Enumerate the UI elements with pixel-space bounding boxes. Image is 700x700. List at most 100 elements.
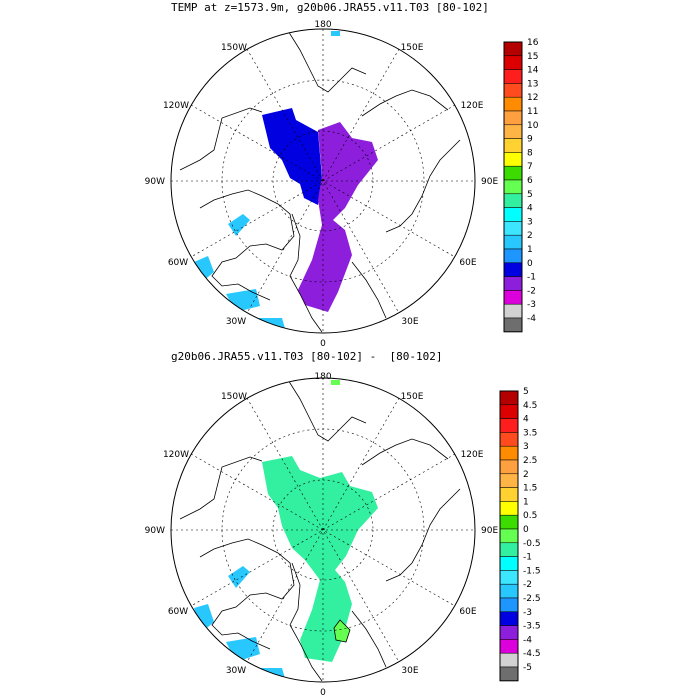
colorbar-label: 9 bbox=[527, 135, 533, 145]
colorbar-swatch bbox=[499, 583, 519, 599]
colorbar-swatch bbox=[503, 152, 523, 167]
panel2-region-central bbox=[262, 456, 378, 662]
colorbar-label: 1 bbox=[523, 497, 529, 507]
colorbar-label: 10 bbox=[527, 121, 539, 131]
panel2-lon-90e: 90E bbox=[481, 526, 498, 536]
colorbar-label: -2.5 bbox=[523, 594, 541, 604]
colorbar-label: 8 bbox=[527, 148, 533, 158]
panel1-region-pacific bbox=[331, 31, 340, 36]
colorbar-label: 3 bbox=[523, 442, 529, 452]
panel2-coastlines bbox=[179, 378, 461, 682]
colorbar-label: 1.5 bbox=[523, 484, 537, 494]
panel1-region-labrador bbox=[194, 256, 214, 282]
colorbar-label: 11 bbox=[527, 107, 538, 117]
panel1-lon-60w: 60W bbox=[168, 258, 188, 268]
colorbar-swatch bbox=[503, 179, 523, 195]
colorbar-label: -1.5 bbox=[523, 566, 541, 576]
colorbar-swatch bbox=[499, 625, 519, 640]
colorbar-label: 5 bbox=[527, 190, 533, 200]
panel1-lon-90e: 90E bbox=[481, 177, 498, 187]
colorbar-label: 0 bbox=[527, 259, 533, 269]
colorbar-swatch bbox=[499, 666, 519, 682]
colorbar-label: -1 bbox=[527, 273, 536, 283]
colorbar-swatch bbox=[499, 418, 519, 433]
panel1-coastlines bbox=[179, 29, 461, 333]
panel2-lon-180: 180 bbox=[314, 372, 331, 382]
colorbar-swatch bbox=[499, 473, 519, 488]
panel1-map: 180 0 90W 90E 150W 150E 120W 120E 60W 60… bbox=[145, 20, 499, 349]
colorbar-label: -0.5 bbox=[523, 539, 541, 549]
panel1-lon-150e: 150E bbox=[401, 43, 424, 53]
colorbar-label: 4 bbox=[527, 204, 533, 214]
colorbar-label: 2 bbox=[523, 470, 529, 480]
panel1-lon-90w: 90W bbox=[145, 177, 165, 187]
panel2-region-labrador bbox=[194, 604, 214, 632]
colorbar-label: -5 bbox=[523, 663, 532, 673]
colorbar-swatch bbox=[503, 41, 523, 57]
colorbar-swatch bbox=[503, 83, 523, 98]
panel1-title: TEMP at z=1573.9m, g20b06.JRA55.v11.T03 … bbox=[171, 1, 489, 14]
colorbar-swatch bbox=[503, 207, 523, 222]
panel1-lon-180: 180 bbox=[314, 20, 331, 30]
colorbar-swatch bbox=[499, 528, 519, 544]
colorbar-label: -4.5 bbox=[523, 649, 541, 659]
colorbar-swatch bbox=[503, 69, 523, 84]
colorbar-swatch bbox=[503, 110, 523, 126]
colorbar-label: -3.5 bbox=[523, 622, 541, 632]
colorbar-swatch bbox=[499, 556, 519, 571]
colorbar-label: -1 bbox=[523, 553, 532, 563]
panel1-lon-30e: 30E bbox=[401, 317, 418, 327]
colorbar-swatch bbox=[499, 570, 519, 585]
colorbar-label: -4 bbox=[523, 635, 532, 645]
colorbar-label: -3 bbox=[523, 608, 532, 618]
colorbar-label: 7 bbox=[527, 162, 533, 172]
colorbar-label: -3 bbox=[527, 300, 536, 310]
panel1-map-border bbox=[170, 28, 476, 334]
colorbar-swatch bbox=[503, 262, 523, 277]
colorbar-swatch bbox=[499, 445, 519, 461]
panel2-graticule bbox=[171, 378, 475, 682]
panel2-lon-90w: 90W bbox=[145, 526, 165, 536]
colorbar-swatch bbox=[499, 404, 519, 419]
colorbar-swatch bbox=[503, 234, 523, 250]
panel2-lon-120w: 120W bbox=[163, 450, 189, 460]
colorbar-label: -2 bbox=[523, 580, 532, 590]
colorbar-label: 6 bbox=[527, 176, 533, 186]
panel1-lon-150w: 150W bbox=[221, 43, 247, 53]
colorbar-label: 3 bbox=[527, 217, 533, 227]
panel2-lon-120e: 120E bbox=[461, 450, 484, 460]
colorbar-swatch bbox=[499, 542, 519, 557]
panel2-lon-30w: 30W bbox=[226, 666, 246, 676]
panel2-region-atlantic bbox=[258, 668, 286, 682]
colorbar-swatch bbox=[503, 290, 523, 305]
colorbar-label: -2 bbox=[527, 286, 536, 296]
colorbar-label: 15 bbox=[527, 52, 538, 62]
panel1-lon-60e: 60E bbox=[459, 258, 476, 268]
panel1-lon-120e: 120E bbox=[461, 101, 484, 111]
colorbar-label: 13 bbox=[527, 79, 538, 89]
colorbar-label: 4 bbox=[523, 415, 529, 425]
colorbar-border bbox=[499, 390, 519, 682]
panel2-region-barents bbox=[333, 619, 351, 643]
panel2-map: 180 0 90W 90E 150W 150E 120W 120E 60W 60… bbox=[145, 372, 499, 698]
panel2-lon-30e: 30E bbox=[401, 666, 418, 676]
colorbar-swatch bbox=[499, 390, 519, 406]
panel1-lon-0: 0 bbox=[320, 339, 326, 349]
colorbar-label: 5 bbox=[523, 387, 529, 397]
colorbar-label: 0.5 bbox=[523, 511, 537, 521]
colorbar-swatch bbox=[503, 248, 523, 264]
panel2-lon-60w: 60W bbox=[168, 607, 188, 617]
panel2-region-greenland-s bbox=[226, 637, 260, 662]
colorbar-label: 0 bbox=[523, 525, 529, 535]
colorbar-swatch bbox=[503, 317, 523, 333]
colorbar-label: 12 bbox=[527, 93, 538, 103]
colorbar-swatch bbox=[503, 221, 523, 236]
panel2-lon-60e: 60E bbox=[459, 607, 476, 617]
panel2-map-border bbox=[170, 377, 476, 683]
colorbar-label: 1 bbox=[527, 245, 533, 255]
colorbar-swatch bbox=[503, 193, 523, 208]
colorbar-swatch bbox=[503, 124, 523, 139]
panel2-lon-150e: 150E bbox=[401, 392, 424, 402]
colorbar-label: -4 bbox=[527, 314, 536, 324]
